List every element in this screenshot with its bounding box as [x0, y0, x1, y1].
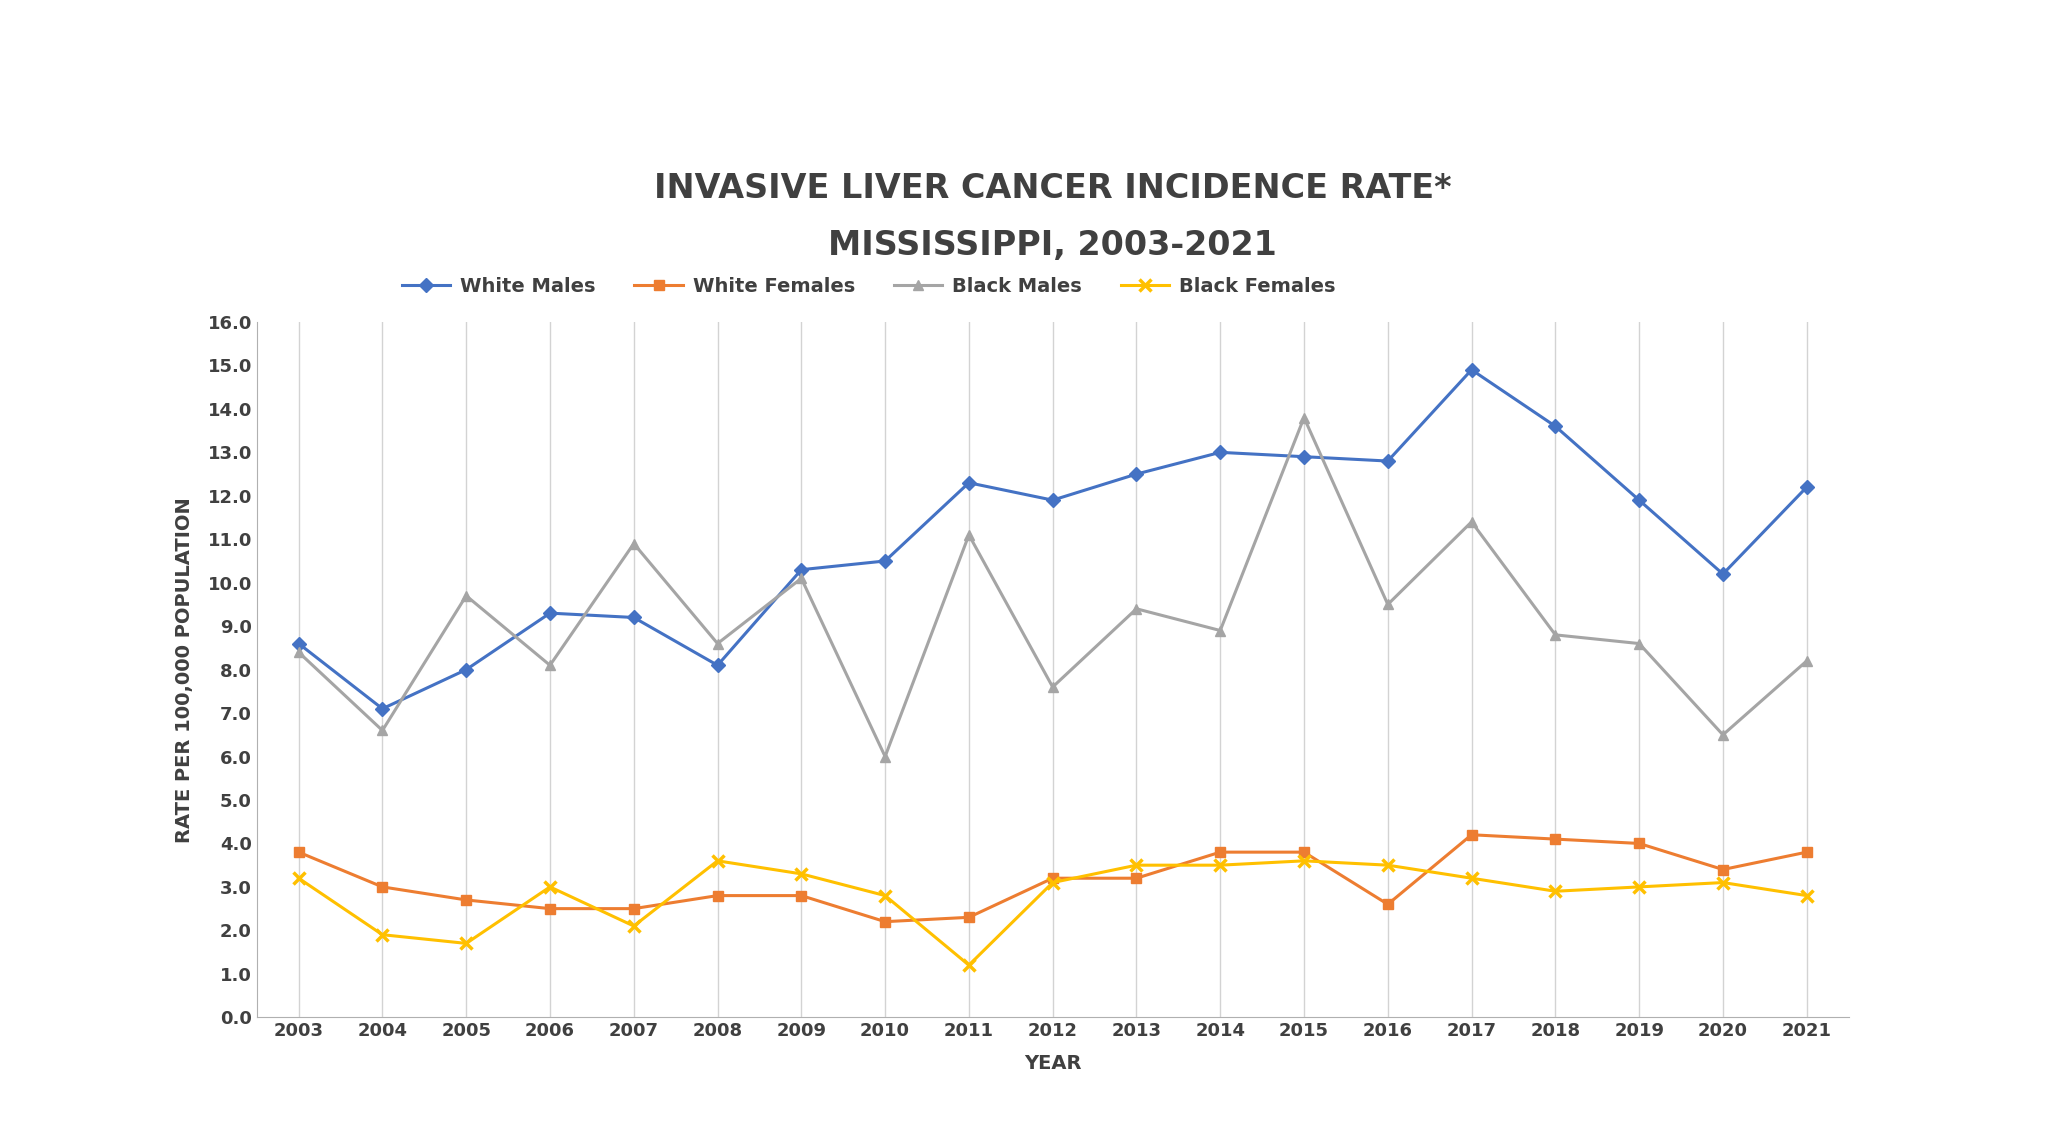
Black Females — [1543, 885, 1567, 898]
White Males — [1795, 480, 1820, 494]
Black Males — [1711, 728, 1736, 742]
White Males — [1376, 454, 1401, 467]
White Females — [1627, 837, 1651, 850]
Black Males — [622, 537, 647, 551]
Black Females — [622, 919, 647, 933]
Black Females — [1458, 871, 1483, 885]
White Females — [1711, 863, 1736, 877]
Black Males — [454, 589, 479, 602]
White Females — [873, 914, 898, 928]
Black Males — [286, 646, 310, 660]
White Females — [1458, 828, 1483, 841]
White Females — [789, 889, 813, 903]
Black Males — [538, 658, 563, 672]
Black Females — [1711, 876, 1736, 889]
White Females — [705, 889, 729, 903]
Black Males — [1627, 637, 1651, 650]
White Males — [789, 562, 813, 576]
Black Females — [789, 868, 813, 881]
Black Males — [1292, 410, 1317, 424]
White Females — [957, 911, 982, 925]
Black Females — [705, 854, 729, 868]
White Females — [286, 846, 310, 860]
Line: Black Males: Black Males — [294, 413, 1812, 761]
Text: MISSISSIPPI, 2003-2021: MISSISSIPPI, 2003-2021 — [828, 230, 1278, 263]
White Females — [1543, 832, 1567, 846]
Black Males — [1208, 624, 1232, 638]
Y-axis label: RATE PER 100,000 POPULATION: RATE PER 100,000 POPULATION — [175, 497, 193, 842]
Black Females — [286, 871, 310, 885]
Black Females — [873, 889, 898, 903]
White Males — [1711, 567, 1736, 581]
Line: Black Females: Black Females — [292, 855, 1814, 972]
White Males — [873, 554, 898, 568]
Text: INVASIVE LIVER CANCER INCIDENCE RATE*: INVASIVE LIVER CANCER INCIDENCE RATE* — [653, 173, 1452, 205]
Black Males — [1795, 654, 1820, 668]
Black Females — [1627, 880, 1651, 894]
Line: White Females: White Females — [294, 830, 1812, 927]
White Males — [1627, 494, 1651, 507]
White Males — [1458, 363, 1483, 377]
White Males — [1124, 467, 1148, 481]
White Males — [1292, 450, 1317, 464]
White Males — [286, 637, 310, 650]
Black Males — [789, 572, 813, 585]
White Males — [538, 606, 563, 620]
White Females — [1292, 846, 1317, 860]
Black Males — [1376, 598, 1401, 612]
Black Females — [957, 958, 982, 972]
Black Males — [873, 750, 898, 764]
Black Males — [1124, 602, 1148, 616]
White Females — [370, 880, 394, 894]
Black Females — [1039, 876, 1064, 889]
White Females — [454, 893, 479, 906]
Black Females — [1208, 858, 1232, 872]
Black Males — [1039, 680, 1064, 694]
Black Females — [538, 880, 563, 894]
White Females — [1795, 846, 1820, 860]
White Females — [1376, 897, 1401, 911]
Black Males — [370, 724, 394, 737]
White Females — [1124, 871, 1148, 885]
Legend: White Males, White Females, Black Males, Black Females: White Males, White Females, Black Males,… — [394, 270, 1343, 304]
White Females — [538, 902, 563, 916]
White Males — [1208, 446, 1232, 459]
Black Females — [1795, 889, 1820, 903]
Black Females — [454, 936, 479, 950]
White Females — [1039, 871, 1064, 885]
Line: White Males: White Males — [294, 365, 1812, 713]
White Males — [454, 663, 479, 677]
Black Males — [1458, 515, 1483, 529]
White Females — [622, 902, 647, 916]
White Males — [622, 610, 647, 624]
White Males — [705, 658, 729, 672]
Black Males — [705, 637, 729, 650]
X-axis label: YEAR: YEAR — [1025, 1054, 1080, 1073]
Black Males — [1543, 628, 1567, 641]
White Females — [1208, 846, 1232, 860]
Black Females — [1376, 858, 1401, 872]
Black Females — [1292, 854, 1317, 868]
Black Females — [1124, 858, 1148, 872]
Black Females — [370, 928, 394, 942]
White Males — [957, 475, 982, 489]
White Males — [1039, 494, 1064, 507]
White Males — [370, 702, 394, 716]
White Males — [1543, 419, 1567, 433]
Black Males — [957, 528, 982, 542]
